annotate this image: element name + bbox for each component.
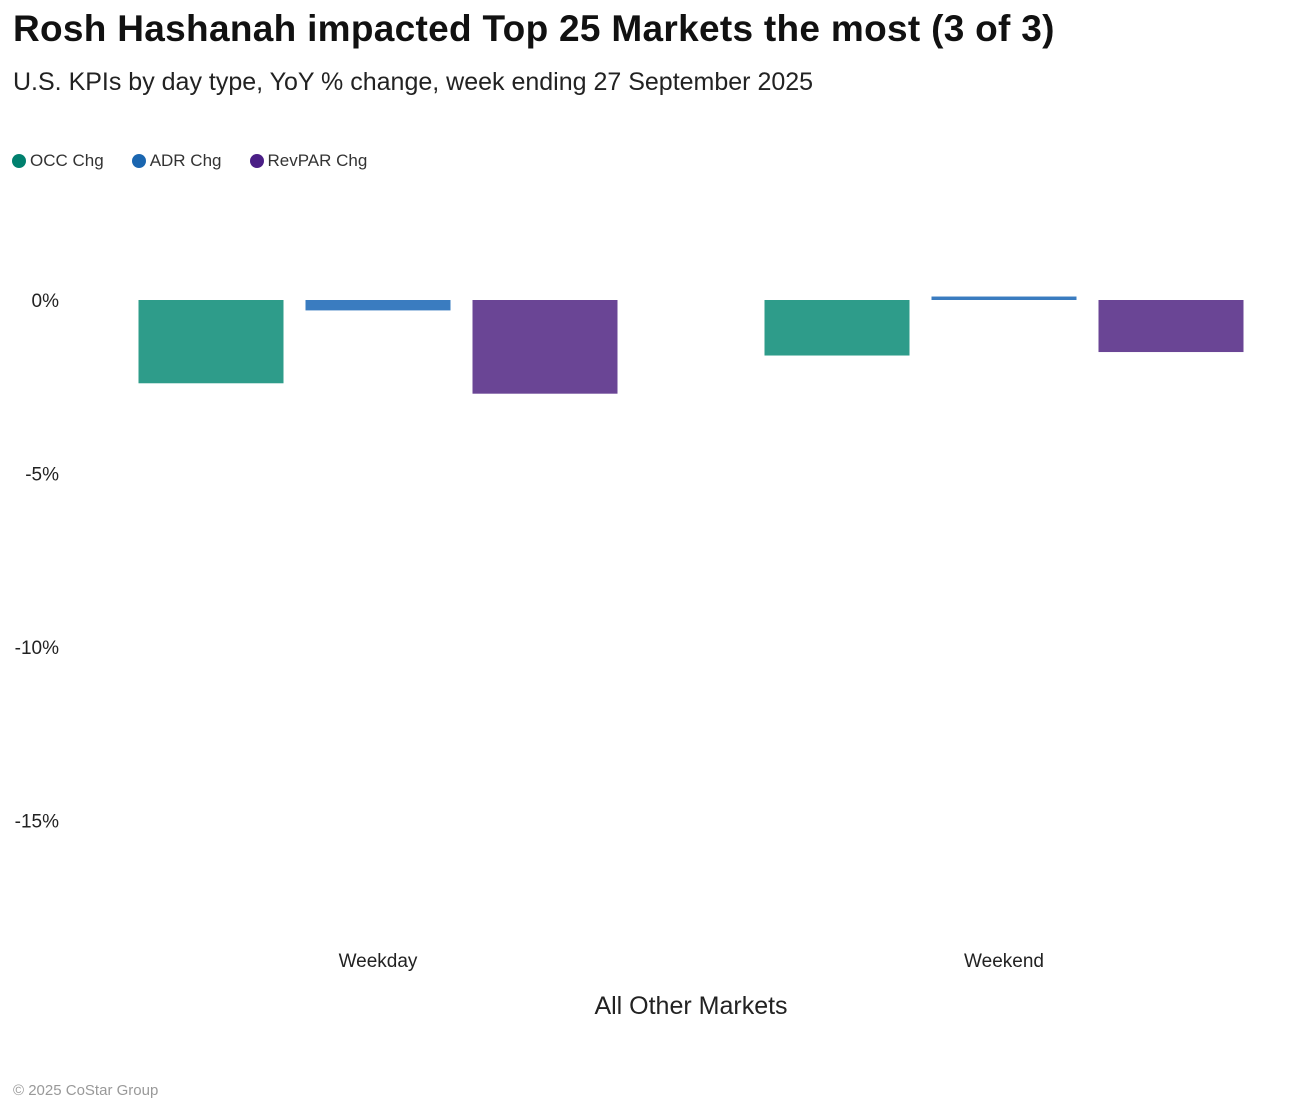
legend-label: OCC Chg (30, 151, 104, 170)
bar-revpar-chg-weekend (1098, 300, 1244, 353)
legend-item: ADR Chg (131, 151, 222, 171)
y-tick-label: -5% (25, 465, 59, 486)
bar-occ-chg-weekday (138, 300, 284, 384)
legend-dot-icon (131, 154, 146, 168)
legend-item: OCC Chg (12, 151, 104, 171)
copyright-footer: © 2025 CoStar Group (13, 1082, 159, 1099)
legend-dot-icon (249, 154, 264, 168)
x-axis-title: All Other Markets (594, 992, 787, 1020)
bar-adr-chg-weekday (305, 300, 451, 311)
bar-revpar-chg-weekday (472, 300, 618, 394)
y-tick-label: -10% (15, 638, 59, 659)
legend: OCC Chg ADR Chg RevPAR Chg (12, 151, 367, 171)
bar-adr-chg-weekend (931, 296, 1077, 300)
legend-label: RevPAR Chg (267, 151, 368, 170)
chart-title: Rosh Hashanah impacted Top 25 Markets th… (13, 8, 1055, 49)
legend-dot-icon (12, 154, 26, 168)
y-tick-label: -15% (15, 812, 59, 833)
bar-occ-chg-weekend (764, 300, 910, 356)
x-category-label: Weekend (964, 951, 1044, 972)
x-category-label: Weekday (339, 951, 418, 972)
chart-subtitle: U.S. KPIs by day type, YoY % change, wee… (13, 68, 814, 96)
legend-label: ADR Chg (149, 151, 222, 170)
legend-item: RevPAR Chg (249, 151, 368, 171)
y-tick-label: 0% (32, 291, 60, 312)
